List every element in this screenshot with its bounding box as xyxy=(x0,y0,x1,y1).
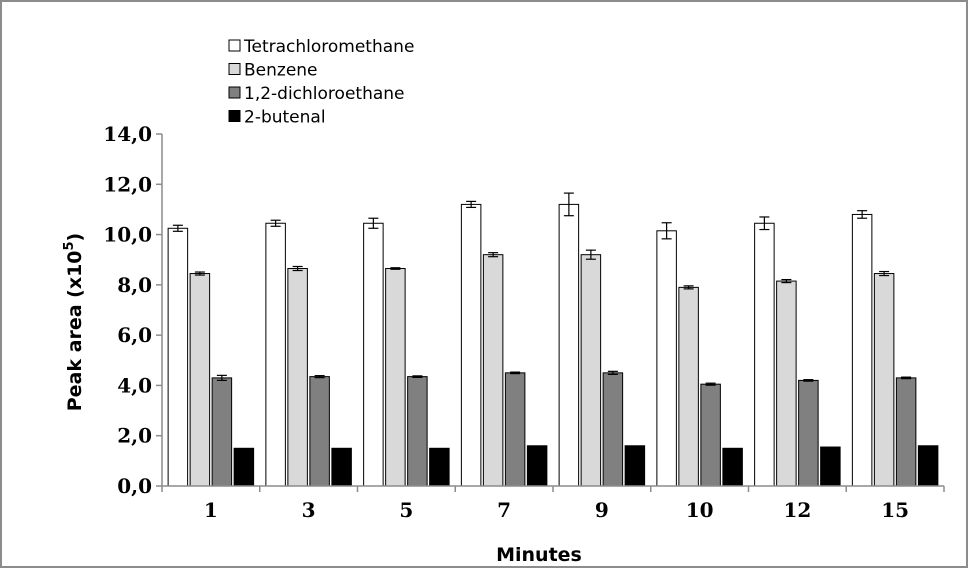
bar xyxy=(504,372,526,487)
x-tick-label: 3 xyxy=(302,498,316,522)
legend-label: 2-butenal xyxy=(244,108,326,128)
legend-label: Tetrachloromethane xyxy=(243,37,414,57)
bar xyxy=(754,222,775,487)
y-tick-label: 4,0 xyxy=(117,373,152,397)
bar xyxy=(526,445,548,487)
bar xyxy=(917,445,939,487)
bar xyxy=(798,379,819,487)
x-tick-label: 10 xyxy=(686,498,714,522)
x-tick-label: 1 xyxy=(204,498,218,522)
x-tick-label: 12 xyxy=(783,498,811,522)
y-axis-title-main: Peak area (x10 xyxy=(64,250,86,411)
bar xyxy=(602,372,624,487)
y-tick-label: 14,0 xyxy=(103,122,152,146)
bar xyxy=(287,268,308,487)
plot-area: 0,0 2,0 4,0 6,0 8,0 10,0 12,0 14,0 1 3 5 7 9 10 12 15 xyxy=(103,122,945,522)
bar xyxy=(309,376,330,487)
legend-swatch xyxy=(228,110,241,122)
x-tick-label: 9 xyxy=(595,498,609,522)
bar xyxy=(429,447,450,487)
y-tick-label: 6,0 xyxy=(117,323,152,347)
bar xyxy=(678,286,699,487)
bar xyxy=(407,376,428,487)
legend-swatch xyxy=(228,86,241,99)
y-tick-label: 12,0 xyxy=(103,172,152,196)
y-tick-label: 0,0 xyxy=(117,474,152,498)
legend-label: Benzene xyxy=(244,61,318,81)
x-axis-title: Minutes xyxy=(496,544,582,566)
x-tick-label: 7 xyxy=(497,498,511,522)
y-tick-label: 2,0 xyxy=(117,424,152,448)
bar xyxy=(482,254,504,487)
bar xyxy=(233,447,255,487)
bar xyxy=(558,203,580,487)
bar xyxy=(331,447,352,487)
bar xyxy=(265,222,286,487)
bar xyxy=(722,447,743,487)
legend-swatch xyxy=(228,39,241,52)
bar xyxy=(700,383,721,487)
bar xyxy=(873,273,895,487)
y-axis-title-superscript: 5 xyxy=(62,241,77,250)
y-tick-label: 10,0 xyxy=(103,223,152,247)
x-tick-label: 5 xyxy=(399,498,413,522)
bar xyxy=(363,222,384,487)
bar xyxy=(580,254,602,487)
bar xyxy=(776,280,797,487)
y-tick-label: 8,0 xyxy=(117,273,152,297)
legend: Tetrachloromethane Benzene 1,2-dichloroeth… xyxy=(228,37,414,128)
legend-swatch xyxy=(228,63,241,75)
bar xyxy=(895,377,917,487)
bar xyxy=(211,377,233,487)
bar xyxy=(820,446,841,487)
y-axis-title: Peak area (x105) xyxy=(62,233,86,412)
bar xyxy=(189,273,211,487)
legend-label: 1,2-dichloroethane xyxy=(244,84,405,104)
x-tick-label: 15 xyxy=(881,498,909,522)
bar xyxy=(167,227,189,487)
bar xyxy=(851,213,873,487)
y-axis-title-close: ) xyxy=(64,233,86,242)
bar xyxy=(460,203,482,487)
bar xyxy=(656,230,677,487)
bar xyxy=(385,268,406,487)
bar xyxy=(624,445,646,487)
